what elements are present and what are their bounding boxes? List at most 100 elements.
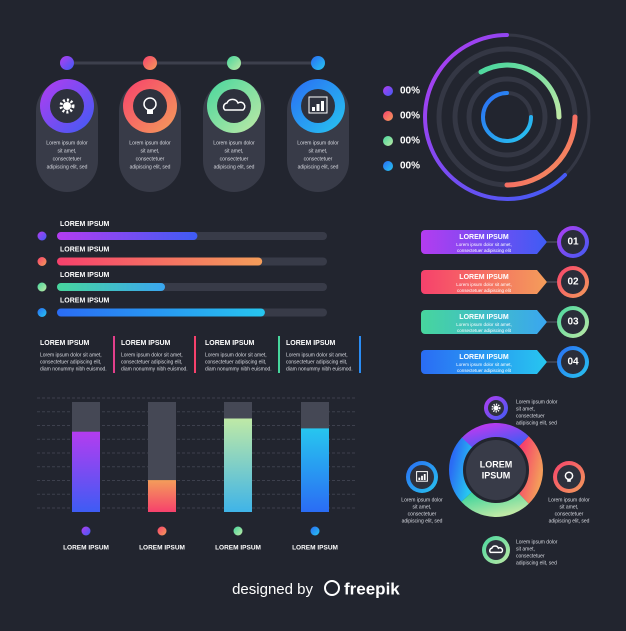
icon-gear <box>59 98 75 114</box>
progress-label: LOREM IPSUM <box>60 297 110 304</box>
block-accent <box>113 336 115 373</box>
footer-text: designed by <box>232 581 313 598</box>
block-accent <box>278 336 280 373</box>
step-text: Lorem ipsum dolor sit amet, <box>456 282 512 287</box>
card-text: Lorem ipsum dolor <box>213 140 255 146</box>
progress-bar <box>57 283 165 291</box>
icon-chart <box>316 104 320 111</box>
step-number: 04 <box>567 357 579 368</box>
card-text: Lorem ipsum dolor <box>129 140 171 146</box>
step-text: consectetuer adipiscing elit <box>457 328 512 333</box>
step-number: 02 <box>567 277 579 288</box>
progress-label: LOREM IPSUM <box>60 221 110 228</box>
step-title: LOREM IPSUM <box>459 314 509 321</box>
block-text: Lorem ipsum dolor sit amet, <box>121 352 183 358</box>
block-title: LOREM IPSUM <box>121 340 171 347</box>
icon-chart <box>308 96 328 114</box>
donut-note: consectetuer <box>516 413 545 419</box>
card-text: sit amet, <box>225 148 244 154</box>
column-label: LOREM IPSUM <box>292 545 338 552</box>
icon-gear <box>63 102 71 110</box>
legend-label: 00% <box>400 161 420 172</box>
icon-gear <box>493 405 499 411</box>
progress-dot <box>37 308 47 317</box>
step-text: consectetuer adipiscing elit <box>457 248 512 253</box>
card-text: adipiscing elit, sed <box>298 164 339 170</box>
donut-segment <box>518 436 543 504</box>
card-text: consectetuer <box>136 156 165 162</box>
block-text: consectetuer adipiscing elit, <box>286 359 347 365</box>
donut-note: adipiscing elit, sed <box>549 518 590 524</box>
legend-dot <box>383 136 393 146</box>
donut-note: adipiscing elit, sed <box>402 518 443 524</box>
progress-dot <box>37 231 47 241</box>
step-text: consectetuer adipiscing elit <box>457 288 512 293</box>
card-text: consectetuer <box>304 156 333 162</box>
column-bar <box>224 418 252 512</box>
timeline-dot <box>143 56 157 70</box>
column-dot <box>310 526 320 536</box>
icon-chart <box>418 477 421 480</box>
block-title: LOREM IPSUM <box>205 340 255 347</box>
column-dot <box>81 526 91 536</box>
donut-segment <box>461 423 529 448</box>
card-text: Lorem ipsum dolor <box>46 140 88 146</box>
column-label: LOREM IPSUM <box>215 545 261 552</box>
step-banner <box>421 270 547 294</box>
donut-note: Lorem ipsum dolor <box>401 497 443 503</box>
icon-cloud <box>489 545 504 554</box>
block-text: diam nonummy nibh euismod. <box>40 366 107 372</box>
legend-label: 00% <box>400 111 420 122</box>
card-text: adipiscing elit, sed <box>47 164 88 170</box>
card-text: consectetuer <box>220 156 249 162</box>
progress-bar <box>57 232 198 240</box>
donut-note: sit amet, <box>516 546 535 552</box>
step-banner <box>421 230 547 254</box>
donut-icon-bg <box>557 465 581 489</box>
donut-icon-bg <box>486 540 506 560</box>
donut-center <box>466 440 526 500</box>
block-text: Lorem ipsum dolor sit amet, <box>286 352 348 358</box>
donut-segment <box>449 437 473 502</box>
progress-dot <box>37 257 47 266</box>
step-title: LOREM IPSUM <box>459 274 509 281</box>
timeline-dot <box>311 56 325 70</box>
block-text: Lorem ipsum dolor sit amet, <box>40 352 102 358</box>
icon-chart <box>321 101 324 111</box>
step-inner <box>561 350 585 374</box>
step-title: LOREM IPSUM <box>459 354 509 361</box>
legend-dot <box>383 161 393 171</box>
progress-dot <box>37 282 47 292</box>
icon-chart <box>416 471 428 482</box>
card-text: sit amet, <box>309 148 328 154</box>
block-text: consectetuer adipiscing elit, <box>40 359 101 365</box>
column-dot <box>233 526 243 536</box>
block-text: diam nonummy nibh euismod. <box>121 366 188 372</box>
donut-note: consectetuer <box>555 511 584 517</box>
card-text: Lorem ipsum dolor <box>297 140 339 146</box>
card-text: adipiscing elit, sed <box>130 164 171 170</box>
step-text: Lorem ipsum dolor sit amet, <box>456 362 512 367</box>
icon-bulb <box>147 110 153 114</box>
icon-cloud <box>222 98 246 111</box>
legend-dot <box>383 111 393 121</box>
block-text: Lorem ipsum dolor sit amet, <box>205 352 267 358</box>
step-banner <box>421 350 547 374</box>
progress-label: LOREM IPSUM <box>60 246 110 253</box>
step-number: 01 <box>567 237 579 248</box>
donut-segment <box>461 492 529 517</box>
icon-chart <box>421 475 423 480</box>
card-text: sit amet, <box>141 148 160 154</box>
card-text: sit amet, <box>58 148 77 154</box>
donut-note: consectetuer <box>516 553 545 559</box>
timeline-dot <box>60 56 74 70</box>
rings <box>423 33 591 201</box>
step-number: 03 <box>567 317 579 328</box>
column-bar <box>72 431 100 512</box>
footer-brand: freepik <box>344 579 400 598</box>
icon-bulb <box>567 479 571 482</box>
progress-bar <box>57 257 263 266</box>
donut-note: adipiscing elit, sed <box>516 420 557 426</box>
